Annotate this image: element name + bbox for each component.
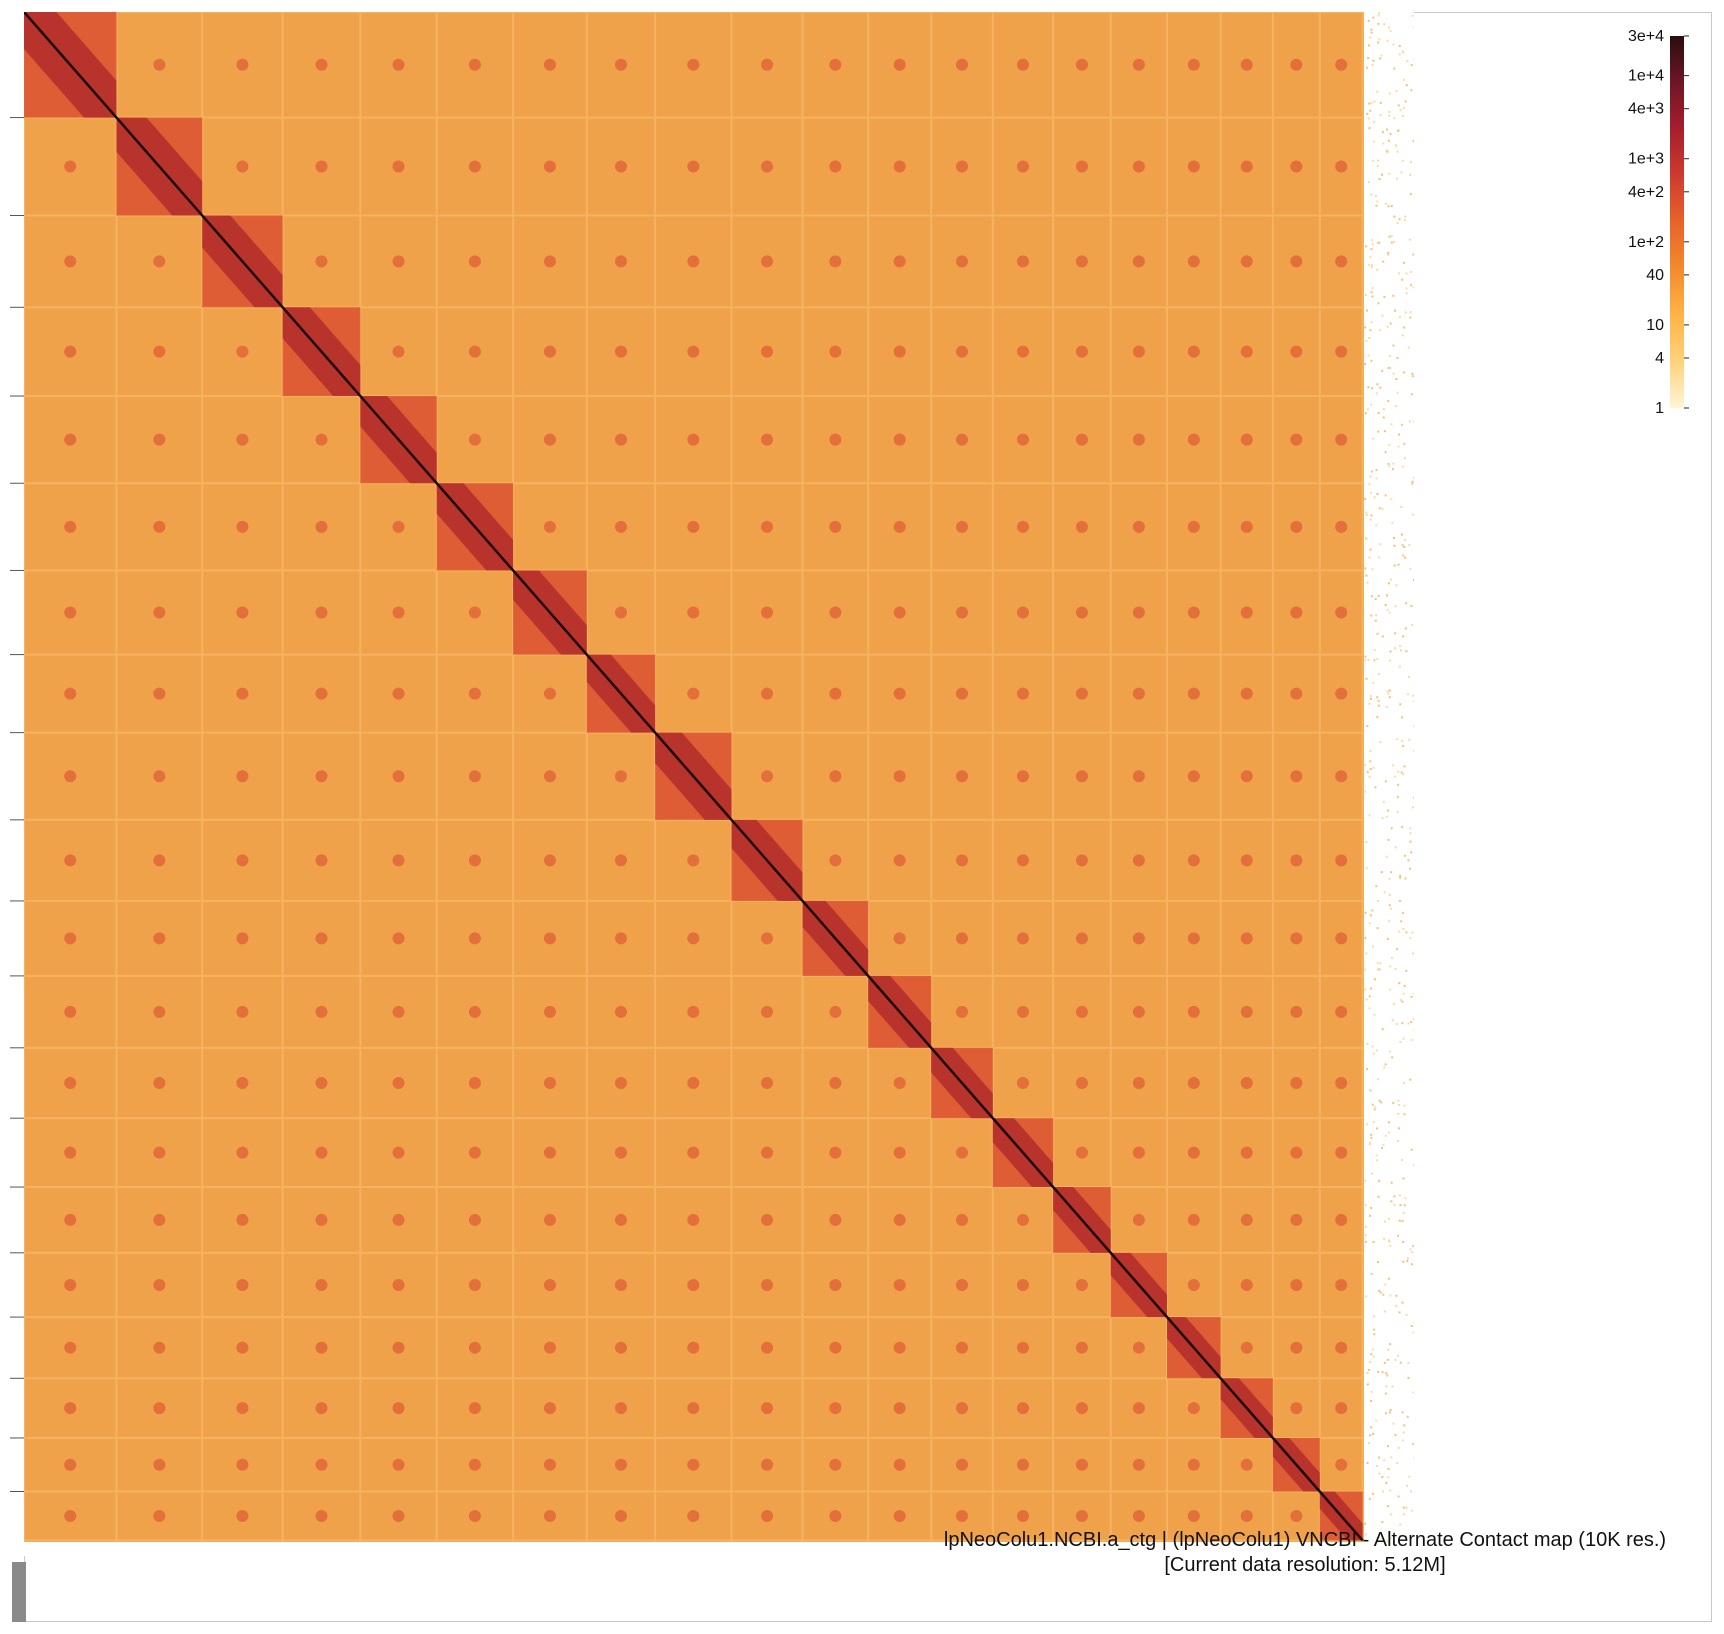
unplaced-column bbox=[1364, 12, 1414, 1556]
contact-map-heatmap[interactable] bbox=[24, 12, 1414, 1556]
colorbar-label: 1e+2 bbox=[1628, 234, 1664, 251]
scaffold-stripes bbox=[24, 12, 1364, 1542]
colorbar-label: 40 bbox=[1646, 267, 1664, 284]
unplaced-speckles bbox=[1364, 12, 1414, 1545]
colorbar-legend: 3e+4 1e+4 4e+3 1e+3 4e+2 1e+2 40 10 4 1 bbox=[1628, 30, 1689, 417]
map-resolution: [Current data resolution: 5.12M] bbox=[1164, 1554, 1446, 1576]
main-diagonal bbox=[24, 12, 1364, 1542]
map-caption: lpNeoColu1.NCBI.a_ctg | (lpNeoColu1) VNC… bbox=[900, 1528, 1710, 1578]
colorbar-label: 4 bbox=[1655, 350, 1664, 367]
scroll-indicator[interactable] bbox=[12, 1562, 26, 1622]
map-title: lpNeoColu1.NCBI.a_ctg | (lpNeoColu1) VNC… bbox=[943, 1529, 1667, 1551]
colorbar-label: 4e+2 bbox=[1628, 184, 1664, 201]
colorbar-label: 1e+3 bbox=[1628, 151, 1664, 168]
colorbar-label: 4e+3 bbox=[1628, 101, 1664, 118]
colorbar bbox=[1670, 36, 1684, 408]
interchromosomal-contacts bbox=[64, 58, 1348, 1522]
colorbar-label: 1 bbox=[1655, 400, 1664, 417]
colorbar-label: 10 bbox=[1646, 317, 1664, 334]
colorbar-label: 3e+4 bbox=[1628, 30, 1664, 45]
colorbar-label: 1e+4 bbox=[1628, 68, 1664, 85]
left-axis-ticks bbox=[10, 117, 24, 1493]
